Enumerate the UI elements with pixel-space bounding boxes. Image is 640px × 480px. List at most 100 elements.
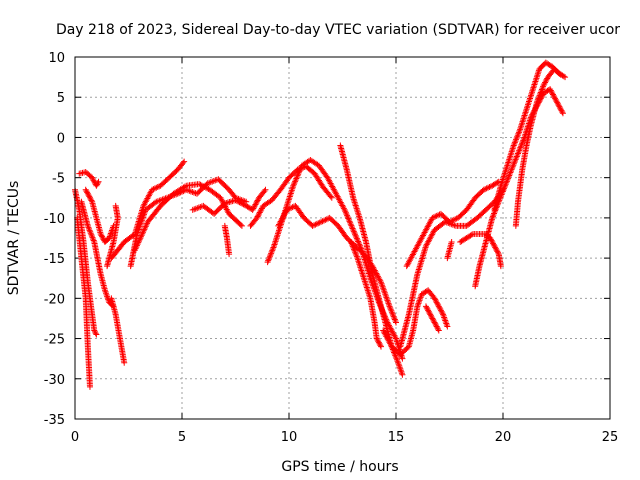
- data-point: [143, 221, 150, 228]
- data-point: [352, 232, 359, 239]
- data-point: [516, 127, 523, 134]
- data-point: [149, 186, 156, 193]
- data-point: [353, 234, 360, 241]
- data-point: [550, 92, 557, 99]
- data-point: [340, 205, 347, 212]
- data-point: [233, 197, 240, 204]
- data-point: [515, 130, 522, 137]
- data-point: [310, 222, 317, 229]
- data-point: [511, 159, 518, 166]
- data-point: [266, 254, 273, 261]
- data-point: [283, 206, 290, 213]
- data-point: [394, 358, 401, 365]
- data-point: [512, 157, 519, 164]
- data-point: [448, 239, 455, 246]
- data-point: [83, 188, 90, 195]
- data-point: [392, 352, 399, 359]
- y-tick-label: -15: [44, 252, 65, 267]
- data-point: [292, 176, 299, 183]
- data-point: [353, 235, 360, 242]
- y-tick-label: -5: [52, 172, 65, 187]
- data-point: [349, 243, 356, 250]
- data-point: [485, 184, 492, 191]
- data-point: [519, 138, 526, 145]
- data-point: [511, 139, 518, 146]
- data-point: [534, 96, 541, 103]
- data-point: [549, 91, 556, 98]
- data-point: [351, 247, 358, 254]
- data-point: [433, 299, 440, 306]
- data-point: [542, 78, 549, 85]
- data-point: [540, 83, 547, 90]
- data-point: [344, 212, 351, 219]
- data-point: [87, 228, 94, 235]
- data-point: [393, 356, 400, 363]
- data-point: [375, 338, 382, 345]
- data-point: [482, 186, 489, 193]
- data-point: [313, 220, 320, 227]
- data-point: [89, 174, 96, 181]
- data-point: [239, 200, 246, 207]
- data-point: [341, 206, 348, 213]
- data-point: [252, 201, 259, 208]
- data-point: [430, 318, 437, 325]
- data-point: [150, 186, 157, 193]
- data-point: [535, 93, 542, 100]
- data-point: [449, 217, 456, 224]
- data-point: [265, 256, 272, 263]
- data-point: [136, 236, 143, 243]
- data-point: [297, 165, 304, 172]
- data-point: [265, 257, 272, 264]
- data-point: [450, 216, 457, 223]
- data-point: [295, 169, 302, 176]
- data-point: [200, 183, 207, 190]
- data-point: [559, 108, 566, 115]
- y-tick-label: -35: [44, 413, 65, 428]
- data-point: [510, 162, 517, 169]
- data-point: [316, 219, 323, 226]
- data-point: [86, 193, 93, 200]
- data-point: [87, 230, 94, 237]
- data-point: [436, 304, 443, 311]
- data-point: [375, 339, 382, 346]
- data-point: [86, 227, 93, 234]
- data-point: [518, 141, 525, 148]
- data-point: [516, 146, 523, 153]
- data-point: [89, 176, 96, 183]
- data-point: [355, 239, 362, 246]
- data-point: [180, 159, 187, 166]
- data-point: [320, 217, 327, 224]
- data-point: [389, 310, 396, 317]
- data-point: [552, 96, 559, 103]
- data-point: [538, 88, 545, 95]
- y-tick-label: -30: [44, 373, 65, 388]
- data-point: [291, 179, 298, 186]
- data-point: [204, 185, 211, 192]
- data-point: [90, 237, 97, 244]
- data-point: [94, 181, 101, 188]
- data-point: [430, 214, 437, 221]
- data-point: [490, 240, 497, 247]
- data-point: [251, 204, 258, 211]
- data-point: [270, 244, 277, 251]
- data-point: [489, 214, 496, 221]
- data-point: [543, 76, 550, 83]
- data-point: [495, 249, 502, 256]
- data-point: [536, 92, 543, 99]
- data-point: [112, 202, 119, 209]
- data-point: [399, 371, 406, 378]
- data-point: [446, 218, 453, 225]
- data-point: [513, 136, 520, 143]
- data-points: [72, 59, 569, 390]
- data-point: [551, 94, 558, 101]
- data-point: [431, 319, 438, 326]
- x-tick-label: 0: [71, 430, 79, 445]
- data-point: [343, 211, 350, 218]
- data-point: [542, 79, 549, 86]
- data-point: [327, 193, 334, 200]
- data-point: [181, 158, 188, 165]
- data-point: [268, 248, 275, 255]
- data-point: [514, 150, 521, 157]
- data-point: [288, 204, 295, 211]
